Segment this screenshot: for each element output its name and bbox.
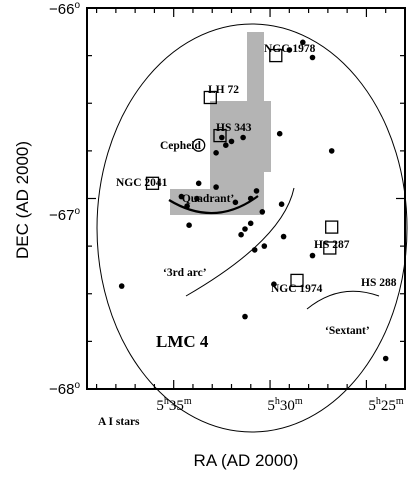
x-tick-label-530: 5h30m (267, 396, 303, 414)
label-ngc-2041: NGC 2041 (116, 177, 168, 189)
star-point-24 (261, 243, 268, 249)
label-quadrant: ‘Quadrant’ (178, 193, 234, 205)
third-arc (185, 187, 295, 297)
label-ngc-1978: NGC 1978 (264, 43, 316, 55)
object-marker-cepheid (192, 138, 206, 152)
label-lh-72: LH 72 (208, 84, 239, 96)
star-point-9 (328, 148, 335, 154)
star-point-25 (251, 247, 258, 253)
star-point-10 (195, 180, 202, 187)
star-point-1 (286, 47, 293, 53)
label-3rd-arc: ‘3rd arc’ (163, 267, 207, 279)
label-hs-288: HS 288 (361, 277, 397, 289)
star-point-14 (194, 195, 200, 202)
object-marker-ngc-1978 (269, 48, 283, 63)
x-axis-title: RA (AD 2000) (194, 451, 299, 470)
y-axis-title: DEC (AD 2000) (13, 141, 32, 259)
label-lmc4: LMC 4 (156, 332, 209, 351)
star-point-11 (213, 184, 219, 190)
shaded-survey-region (170, 32, 271, 215)
star-point-2 (309, 54, 316, 61)
star-point-8 (276, 130, 283, 137)
sextant-arc (306, 290, 380, 310)
star-point-28 (118, 283, 125, 289)
label-hs-287: HS 287 (314, 239, 350, 251)
lmc4-ellipse (96, 23, 408, 433)
label-stars: A I stars (98, 416, 140, 428)
star-point-17 (253, 188, 260, 194)
quadrant-arc (168, 195, 259, 215)
label-ngc-1974: NGC 1974 (271, 283, 323, 295)
star-point-6 (223, 142, 229, 148)
object-marker-lh-72 (203, 90, 217, 105)
star-point-12 (178, 193, 185, 200)
star-point-29 (271, 281, 277, 288)
star-point-16 (247, 195, 254, 202)
label-cepheid: Cepheid (160, 140, 202, 152)
cluster-markers (145, 48, 339, 288)
object-marker-hs-287 (325, 220, 339, 234)
y-tick-label-minus67: −67o (49, 206, 80, 224)
object-marker-ngc-2041 (145, 176, 160, 190)
object-marker-ngc-1974 (290, 273, 304, 288)
star-point-27 (309, 252, 316, 259)
star-point-31 (382, 355, 389, 362)
label-hs-343: HS 343 (216, 122, 252, 134)
object-marker-hs-288 (323, 241, 337, 255)
star-point-15 (232, 199, 239, 206)
label-sextant: ‘Sextant’ (325, 325, 370, 337)
star-point-4 (228, 138, 235, 145)
star-point-0 (300, 39, 306, 46)
x-tick-label-535: 5h35m (156, 396, 192, 414)
y-tick-label-minus66: −66o (49, 0, 80, 18)
star-point-21 (238, 231, 244, 238)
star-point-30 (242, 313, 248, 320)
y-tick-label-minus68: −68o (49, 380, 80, 398)
axis-ticks (87, 7, 406, 390)
star-point-23 (280, 233, 287, 240)
star-point-26 (278, 201, 285, 207)
star-point-19 (247, 220, 254, 227)
star-point-13 (184, 203, 190, 209)
star-point-7 (213, 150, 219, 156)
object-marker-hs-343 (213, 128, 227, 143)
star-point-5 (240, 134, 246, 141)
star-point-22 (186, 222, 192, 228)
star-point-18 (259, 209, 266, 215)
star-point-20 (242, 226, 248, 232)
star-point-3 (219, 134, 225, 141)
star-points (118, 39, 389, 362)
x-tick-label-525: 5h25m (368, 396, 404, 414)
